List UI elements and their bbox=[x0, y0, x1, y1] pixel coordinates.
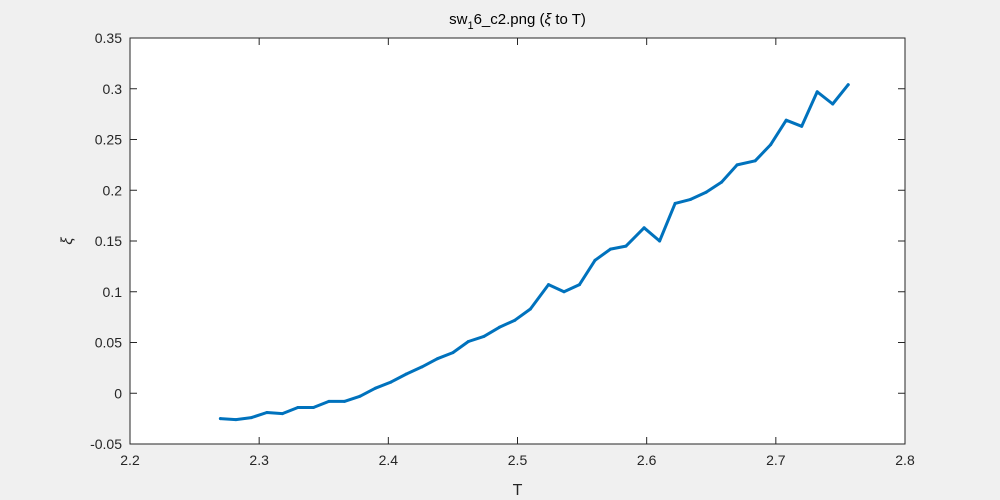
y-tick-label: 0.35 bbox=[95, 30, 122, 46]
data-point bbox=[658, 239, 662, 243]
data-point bbox=[578, 283, 581, 287]
title-xi-symbol: ξ bbox=[544, 11, 552, 28]
data-point bbox=[689, 197, 693, 201]
data-point bbox=[784, 118, 788, 122]
data-point bbox=[234, 418, 238, 422]
x-tick-label: 2.2 bbox=[120, 452, 140, 468]
x-tick-label: 2.5 bbox=[508, 452, 528, 468]
title-subscript: 1 bbox=[467, 20, 473, 32]
data-point bbox=[249, 416, 253, 420]
x-tick-label: 2.7 bbox=[766, 452, 786, 468]
data-point bbox=[704, 190, 708, 194]
y-tick-label: 0.15 bbox=[95, 233, 122, 249]
title-part: to T) bbox=[551, 11, 586, 28]
data-point bbox=[753, 159, 757, 163]
data-point bbox=[327, 399, 331, 403]
data-point bbox=[218, 417, 222, 421]
data-point bbox=[846, 83, 850, 87]
data-point bbox=[593, 258, 597, 262]
y-tick-label: -0.05 bbox=[90, 436, 122, 452]
data-point bbox=[735, 163, 739, 167]
x-tick-label: 2.3 bbox=[249, 452, 269, 468]
data-point bbox=[609, 247, 612, 251]
x-tick-label: 2.6 bbox=[637, 452, 657, 468]
data-point bbox=[562, 290, 566, 294]
data-point bbox=[280, 412, 284, 416]
data-point bbox=[673, 201, 677, 205]
y-tick-label: 0.2 bbox=[103, 182, 123, 198]
data-point bbox=[547, 283, 550, 287]
data-point bbox=[358, 394, 362, 398]
data-point bbox=[815, 90, 819, 94]
x-tick-label: 2.8 bbox=[895, 452, 915, 468]
data-point bbox=[482, 334, 486, 338]
data-point bbox=[800, 124, 804, 128]
y-axis-label: ξ bbox=[59, 237, 76, 245]
x-axis-label: T bbox=[513, 482, 523, 499]
y-tick-label: 0.05 bbox=[95, 335, 122, 351]
data-point bbox=[404, 372, 408, 376]
title-part: sw bbox=[449, 11, 468, 28]
data-point bbox=[720, 180, 724, 184]
data-point bbox=[513, 318, 517, 322]
data-point bbox=[311, 406, 315, 409]
data-point bbox=[451, 351, 455, 355]
data-point bbox=[769, 143, 773, 147]
x-tick-label: 2.4 bbox=[379, 452, 399, 468]
data-point bbox=[420, 365, 424, 369]
chart-title: sw16_c2.png (ξ to T) bbox=[449, 11, 586, 32]
data-point bbox=[497, 325, 501, 329]
data-point bbox=[265, 411, 269, 414]
y-tick-label: 0.25 bbox=[95, 132, 122, 148]
data-point bbox=[642, 226, 646, 230]
data-point bbox=[435, 357, 439, 361]
ticks-layer: 2.2 2.3 2.4 2.5 2.6 2.7 2.8 -0.05 0 0.05 0.1 0.15 0.… bbox=[90, 30, 915, 468]
data-point bbox=[389, 380, 393, 384]
plot-area bbox=[129, 37, 906, 445]
y-tick-label: 0.3 bbox=[103, 81, 123, 97]
data-point bbox=[342, 399, 346, 403]
lines-layer bbox=[218, 83, 850, 422]
y-tick-label: 0 bbox=[114, 385, 122, 401]
data-point bbox=[466, 340, 470, 343]
y-tick-label: 0.1 bbox=[103, 284, 123, 300]
data-point bbox=[528, 307, 532, 311]
data-point bbox=[373, 386, 377, 390]
data-point bbox=[296, 406, 300, 409]
data-point bbox=[831, 102, 835, 106]
data-point bbox=[624, 244, 628, 248]
title-part: 6_c2.png ( bbox=[474, 11, 545, 28]
